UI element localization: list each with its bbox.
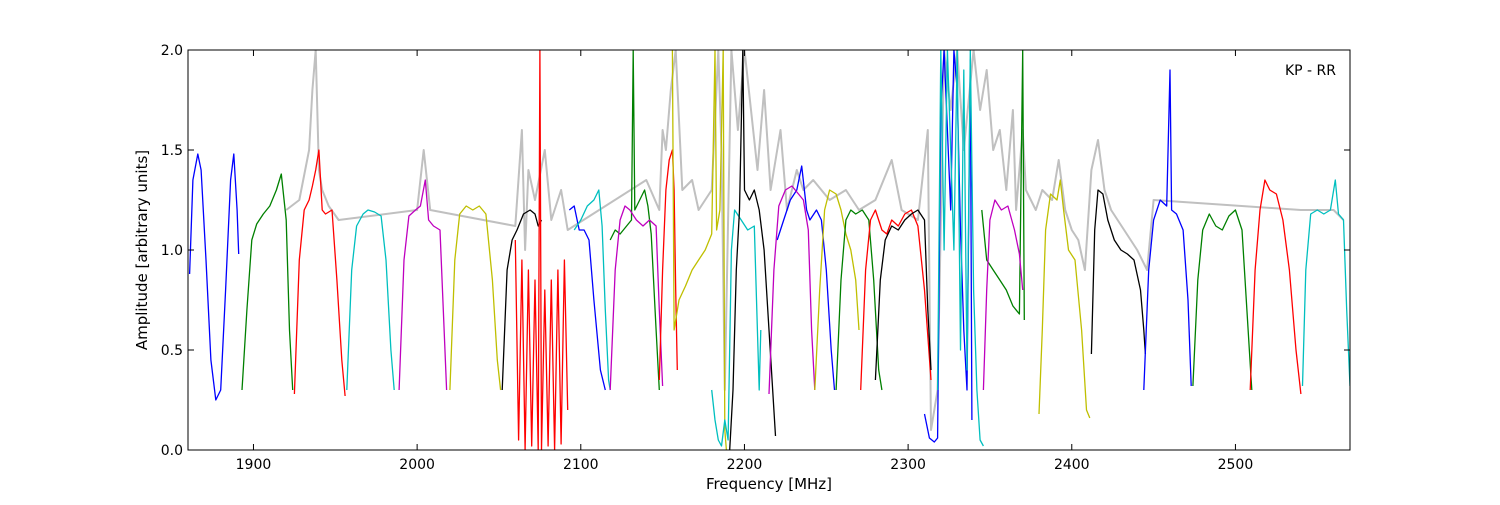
series-line-20 bbox=[835, 209, 883, 391]
y-tick-label: 1.5 bbox=[161, 143, 183, 159]
series-line-2 bbox=[241, 173, 294, 391]
series-line-1 bbox=[188, 153, 240, 401]
series-line-27 bbox=[1038, 179, 1091, 419]
series-line-6 bbox=[449, 205, 502, 391]
series-line-12 bbox=[609, 205, 664, 391]
series-line-19 bbox=[814, 189, 860, 391]
x-tick-label: 2400 bbox=[1054, 457, 1090, 473]
series-line-24 bbox=[936, 50, 984, 447]
series-line-28 bbox=[1090, 189, 1147, 355]
series-line-26 bbox=[982, 199, 1024, 391]
series-layer bbox=[188, 50, 1350, 450]
series-line-21 bbox=[860, 209, 932, 391]
series-line-9 bbox=[568, 205, 606, 391]
background-series-layer bbox=[285, 50, 1345, 431]
x-axis-label: Frequency [MHz] bbox=[706, 475, 832, 493]
series-line-7 bbox=[501, 209, 543, 391]
series-line-25 bbox=[981, 50, 1025, 321]
series-line-15 bbox=[711, 209, 762, 447]
series-line-4 bbox=[346, 209, 395, 391]
series-line-16 bbox=[729, 50, 777, 450]
chart-annotation: KP - RR bbox=[1285, 63, 1336, 79]
y-tick-label: 1.0 bbox=[161, 243, 183, 259]
x-tick-label: 2200 bbox=[727, 457, 763, 473]
x-axis: 1900 2000 2100 2200 2300 2400 2500 bbox=[236, 50, 1254, 473]
x-tick-label: 1900 bbox=[236, 457, 272, 473]
series-line-13 bbox=[658, 149, 678, 381]
y-tick-label: 2.0 bbox=[161, 43, 183, 59]
series-line-31 bbox=[1249, 179, 1302, 395]
series-line-18 bbox=[768, 185, 816, 395]
series-line-3 bbox=[293, 149, 346, 397]
y-axis-label: Amplitude [arbitrary units] bbox=[133, 150, 151, 350]
y-tick-label: 0.0 bbox=[161, 443, 183, 459]
series-line-22 bbox=[874, 209, 932, 381]
series-line-10 bbox=[573, 189, 611, 391]
series-line-11 bbox=[609, 50, 660, 391]
background-series-line bbox=[285, 50, 1345, 431]
x-tick-label: 2500 bbox=[1218, 457, 1254, 473]
series-line-29 bbox=[1143, 69, 1192, 391]
series-line-17 bbox=[776, 165, 836, 391]
y-tick-label: 0.5 bbox=[161, 343, 183, 359]
series-line-30 bbox=[1192, 209, 1253, 391]
series-line-5 bbox=[398, 179, 448, 391]
series-line-14 bbox=[671, 50, 728, 450]
x-tick-label: 2000 bbox=[399, 457, 435, 473]
series-line-23 bbox=[923, 50, 973, 443]
series-line-8 bbox=[514, 50, 569, 450]
x-tick-label: 2300 bbox=[890, 457, 926, 473]
y-axis: 0.0 0.5 1.0 1.5 2.0 bbox=[161, 43, 1350, 459]
x-tick-label: 2100 bbox=[563, 457, 599, 473]
